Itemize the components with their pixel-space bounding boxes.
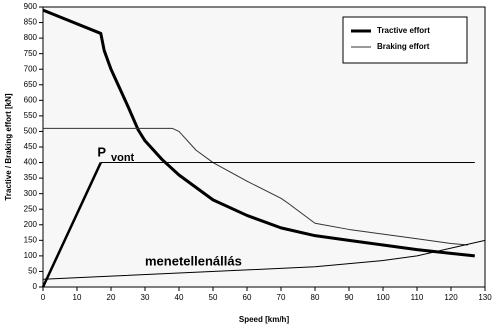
y-tick-label: 400 bbox=[24, 158, 38, 167]
y-tick-label: 800 bbox=[24, 33, 38, 42]
y-tick-label: 300 bbox=[24, 189, 38, 198]
y-tick-label: 550 bbox=[24, 111, 38, 120]
x-tick-label: 120 bbox=[444, 293, 458, 302]
y-tick-label: 700 bbox=[24, 64, 38, 73]
y-tick-label: 500 bbox=[24, 127, 38, 136]
x-tick-label: 50 bbox=[209, 293, 218, 302]
x-tick-label: 10 bbox=[73, 293, 82, 302]
y-tick-label: 900 bbox=[24, 2, 38, 11]
x-tick-label: 110 bbox=[411, 293, 424, 302]
y-tick-label: 250 bbox=[24, 204, 38, 213]
legend-label: Tractive effort bbox=[377, 26, 430, 35]
x-tick-label: 40 bbox=[175, 293, 184, 302]
legend-box bbox=[342, 16, 468, 64]
series-line bbox=[43, 127, 469, 246]
x-tick-label: 100 bbox=[376, 293, 390, 302]
x-tick-label: 70 bbox=[277, 293, 286, 302]
x-tick-label: 130 bbox=[478, 293, 492, 302]
y-tick-label: 600 bbox=[24, 95, 38, 104]
x-tick-label: 0 bbox=[41, 293, 46, 302]
series-line bbox=[42, 239, 486, 280]
y-tick-label: 100 bbox=[24, 251, 38, 260]
annotation: vont bbox=[111, 152, 135, 164]
x-tick-label: 80 bbox=[311, 293, 320, 302]
y-tick-label: 150 bbox=[24, 235, 38, 244]
series-line bbox=[41, 162, 102, 288]
x-tick-label: 90 bbox=[345, 293, 354, 302]
y-tick-label: 750 bbox=[24, 49, 38, 58]
x-tick-label: 20 bbox=[107, 293, 116, 302]
x-tick-label: 60 bbox=[243, 293, 252, 302]
y-tick-label: 850 bbox=[24, 18, 38, 27]
y-tick-label: 650 bbox=[24, 80, 38, 89]
y-tick-label: 200 bbox=[24, 220, 38, 229]
legend-label: Braking effort bbox=[377, 42, 430, 51]
y-tick-label: 50 bbox=[28, 267, 37, 276]
x-tick-label: 30 bbox=[141, 293, 150, 302]
y-tick-label: 0 bbox=[33, 282, 38, 291]
annotation: P bbox=[97, 145, 106, 160]
y-axis-title: Tractive / Braking effort [kN] bbox=[4, 93, 13, 200]
y-tick-label: 450 bbox=[24, 142, 38, 151]
x-axis-title: Speed [km/h] bbox=[239, 315, 290, 324]
series-line bbox=[42, 8, 475, 258]
y-tick-label: 350 bbox=[24, 173, 38, 182]
annotation: menetellenállás bbox=[145, 254, 242, 269]
